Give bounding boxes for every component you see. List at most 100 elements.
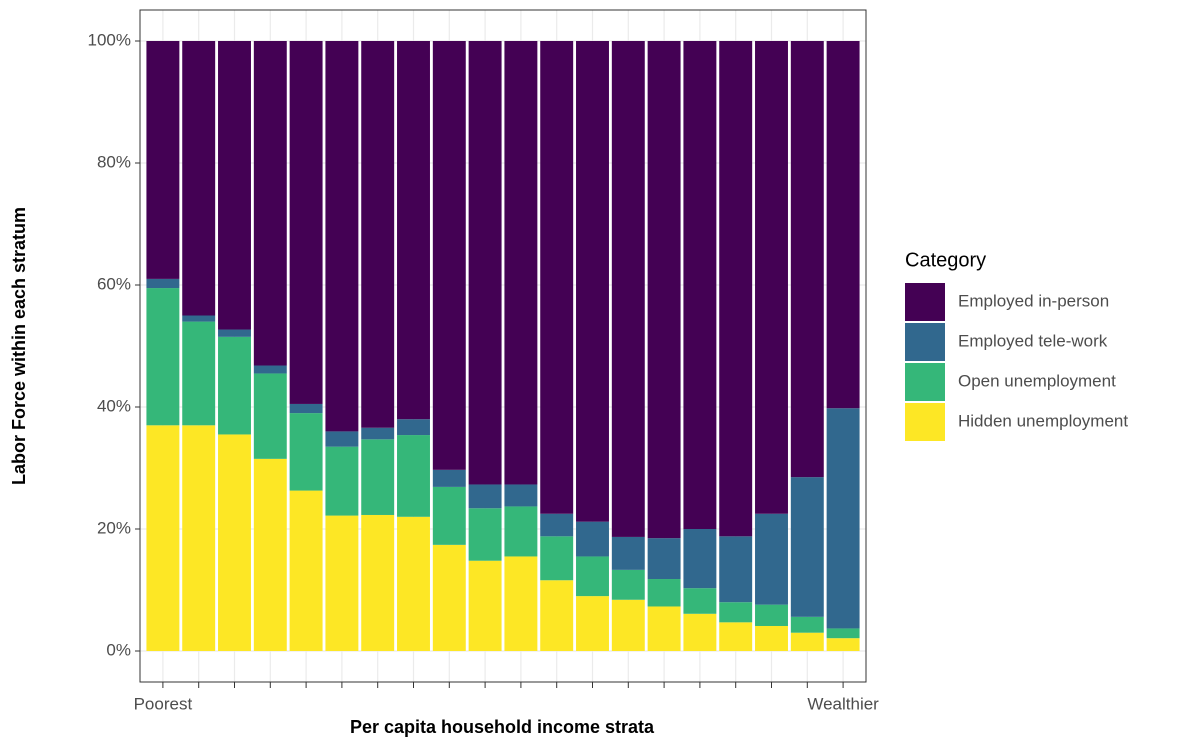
bar-segment bbox=[790, 41, 824, 478]
bar-segment bbox=[611, 536, 645, 570]
bar-segment bbox=[361, 427, 395, 440]
bar-segment bbox=[432, 486, 466, 545]
bar-segment bbox=[683, 41, 717, 529]
bar-segment bbox=[647, 538, 681, 580]
bar-segment bbox=[611, 599, 645, 651]
bar-segment bbox=[468, 508, 502, 561]
bar-segment bbox=[397, 516, 430, 651]
bar-segment bbox=[432, 544, 466, 651]
bar-segment bbox=[182, 425, 216, 651]
y-tick-label: 40% bbox=[97, 396, 131, 415]
bar-segment bbox=[146, 41, 180, 279]
bar-segment bbox=[504, 506, 538, 557]
bar-segment bbox=[647, 579, 681, 607]
bar-segment bbox=[468, 41, 502, 485]
bar-segment bbox=[683, 613, 717, 651]
bar-segment bbox=[397, 41, 430, 420]
y-tick-label: 20% bbox=[97, 518, 131, 537]
bar-segment bbox=[432, 469, 466, 487]
bar-segment bbox=[397, 435, 430, 517]
bar-segment bbox=[611, 41, 645, 537]
legend-label: Open unemployment bbox=[958, 371, 1116, 390]
legend-label: Hidden unemployment bbox=[958, 411, 1128, 430]
bar-segment bbox=[361, 439, 395, 515]
bar-segment bbox=[504, 556, 538, 651]
bar-segment bbox=[468, 560, 502, 651]
bar-segment bbox=[253, 373, 287, 459]
bar-segment bbox=[289, 403, 323, 414]
x-axis-title: Per capita household income strata bbox=[350, 717, 655, 737]
bar-segment bbox=[683, 529, 717, 589]
legend-key bbox=[905, 323, 945, 361]
legend-key bbox=[905, 363, 945, 401]
bar-segment bbox=[289, 490, 323, 651]
bar-segment bbox=[683, 588, 717, 614]
bar-segment bbox=[719, 622, 753, 651]
bar-segment bbox=[719, 602, 753, 623]
bar-segment bbox=[576, 556, 609, 597]
bar-segment bbox=[540, 513, 574, 537]
y-axis-title: Labor Force within each stratum bbox=[9, 207, 29, 485]
bar-segment bbox=[755, 604, 788, 626]
bar-segment bbox=[826, 41, 860, 409]
bar-segment bbox=[146, 288, 180, 426]
bar-segment bbox=[719, 536, 753, 603]
bar-segment bbox=[146, 278, 180, 289]
bar-segment bbox=[289, 413, 323, 491]
bar-segment bbox=[361, 514, 395, 651]
bar-segment bbox=[647, 606, 681, 651]
bar-segment bbox=[790, 632, 824, 651]
bar-segment bbox=[289, 41, 323, 404]
y-tick-label: 100% bbox=[88, 30, 131, 49]
bar-segment bbox=[540, 580, 574, 651]
bar-segment bbox=[146, 425, 180, 651]
bar-segment bbox=[253, 365, 287, 374]
bar-segment bbox=[755, 513, 788, 605]
x-tick-label: Poorest bbox=[134, 694, 193, 713]
bar-segment bbox=[182, 41, 216, 316]
plot-layer bbox=[140, 10, 866, 682]
bar-segment bbox=[755, 41, 788, 514]
bar-segment bbox=[325, 41, 359, 432]
bar-segment bbox=[325, 446, 359, 516]
bar-segment bbox=[182, 315, 216, 322]
bar-segment bbox=[218, 41, 251, 330]
bar-segment bbox=[540, 41, 574, 514]
panel-border bbox=[139, 9, 867, 683]
bar-segment bbox=[611, 569, 645, 600]
bar-segment bbox=[218, 434, 251, 651]
legend-key bbox=[905, 403, 945, 441]
bar-segment bbox=[576, 41, 609, 522]
legend-title: Category bbox=[905, 249, 986, 271]
bar-segment bbox=[218, 336, 251, 435]
bar-segment bbox=[826, 408, 860, 629]
legend-label: Employed tele-work bbox=[958, 331, 1108, 350]
bar-segment bbox=[826, 638, 860, 651]
bar-segment bbox=[576, 596, 609, 651]
bar-segment bbox=[790, 477, 824, 617]
bar-segment bbox=[755, 625, 788, 651]
bar-segment bbox=[325, 515, 359, 651]
bar-segment bbox=[790, 616, 824, 633]
x-tick-label: Wealthier bbox=[807, 694, 879, 713]
bar-segment bbox=[504, 41, 538, 485]
bar-segment bbox=[719, 41, 753, 537]
bar-segment bbox=[432, 41, 466, 470]
y-tick-label: 60% bbox=[97, 274, 131, 293]
bar-segment bbox=[540, 536, 574, 581]
bar-segment bbox=[397, 419, 430, 436]
bar-segment bbox=[253, 458, 287, 651]
bar-segment bbox=[576, 521, 609, 557]
bar-segment bbox=[361, 41, 395, 428]
bar-segment bbox=[826, 628, 860, 639]
bar-segment bbox=[647, 41, 681, 539]
bar-segment bbox=[468, 484, 502, 509]
bar-segment bbox=[253, 41, 287, 366]
y-tick-label: 80% bbox=[97, 152, 131, 171]
y-tick-label: 0% bbox=[106, 640, 131, 659]
bar-segment bbox=[218, 329, 251, 337]
bar-segment bbox=[182, 321, 216, 426]
legend-label: Employed in-person bbox=[958, 291, 1109, 310]
